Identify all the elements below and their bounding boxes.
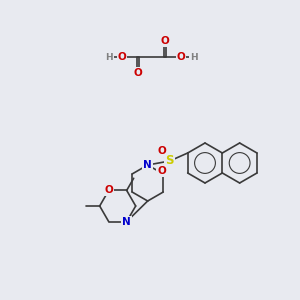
Text: O: O [177, 52, 185, 62]
Text: N: N [143, 160, 152, 170]
Text: O: O [157, 166, 166, 176]
Text: H: H [105, 52, 113, 62]
Text: O: O [160, 36, 169, 46]
Text: O: O [104, 185, 113, 195]
Text: N: N [122, 217, 131, 226]
Text: O: O [157, 146, 166, 156]
Text: O: O [134, 68, 142, 78]
Text: S: S [165, 154, 174, 167]
Text: O: O [118, 52, 126, 62]
Text: H: H [190, 52, 198, 62]
